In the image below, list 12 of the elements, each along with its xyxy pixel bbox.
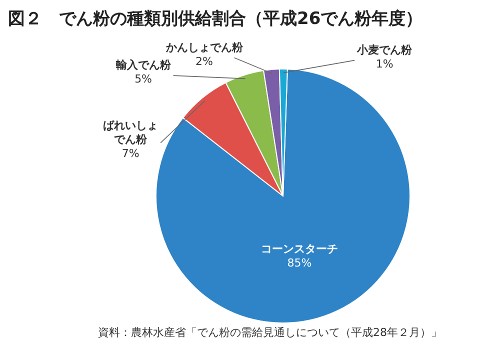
data-label: 1% [376,57,394,70]
chart-title: 図２ でん粉の種類別供給割合（平成26でん粉年度） [8,9,423,29]
data-label: 85% [287,256,312,270]
text: 資料：農林水産省「でん粉の需給見通しについて（平成28年２月）」 [98,326,442,339]
slice-label: かんしょでん粉 [164,40,244,54]
data-label: 2% [196,54,213,68]
slice-label: 輸入でん粉 [114,58,172,72]
slice-label: コーンスターチ [261,242,338,256]
data-label: 5% [134,72,152,86]
slice-label: ばれいしょでん粉 [103,118,158,146]
slice-label: 小麦でん粉 [356,43,414,56]
data-label: 7% [122,146,140,160]
